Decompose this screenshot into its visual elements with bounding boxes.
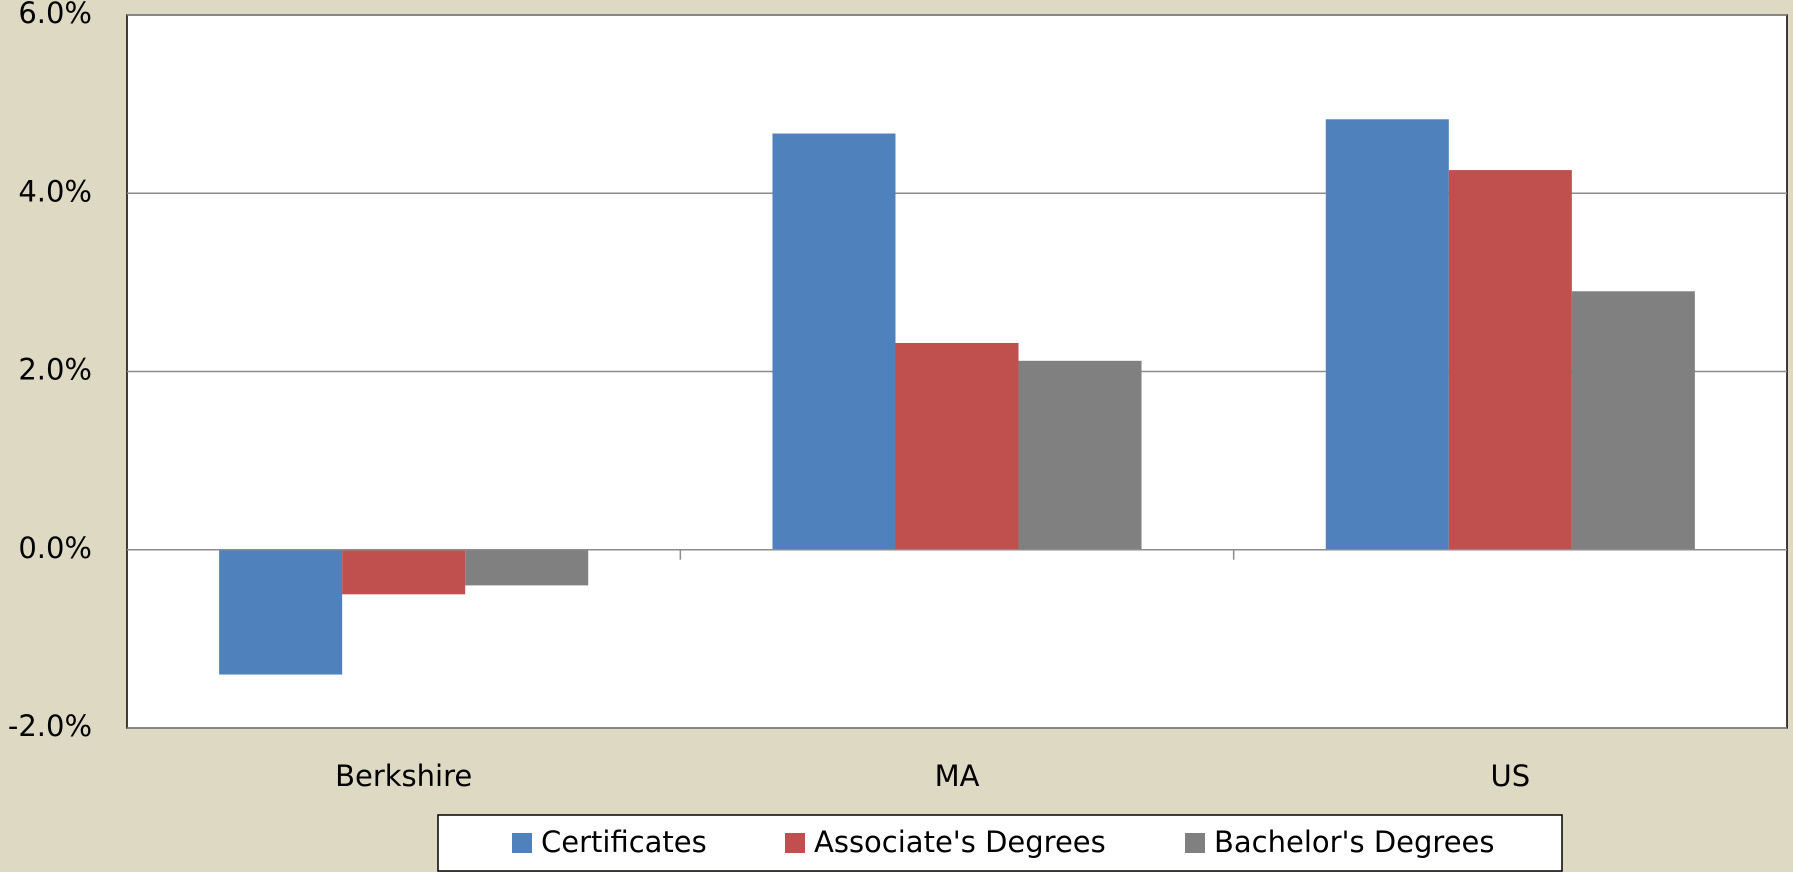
legend-label: Associate's Degrees bbox=[814, 825, 1106, 859]
bar bbox=[1325, 119, 1449, 550]
legend-swatch bbox=[785, 833, 805, 853]
bar bbox=[1448, 170, 1572, 550]
bar bbox=[1018, 360, 1142, 550]
legend-label: Bachelor's Degrees bbox=[1214, 825, 1495, 859]
bar bbox=[342, 549, 466, 595]
bar bbox=[895, 342, 1019, 550]
y-tick-label: 6.0% bbox=[18, 0, 92, 30]
y-tick-label: 4.0% bbox=[18, 174, 92, 208]
bar bbox=[772, 133, 896, 550]
y-tick-label: -2.0% bbox=[8, 709, 92, 743]
bar bbox=[219, 549, 343, 675]
legend-swatch bbox=[512, 833, 532, 853]
x-tick-label: Berkshire bbox=[335, 759, 472, 793]
bar bbox=[465, 549, 589, 586]
y-tick-label: 2.0% bbox=[18, 353, 92, 387]
bar bbox=[1571, 291, 1695, 550]
x-tick-label: US bbox=[1491, 759, 1531, 793]
legend-label: Certificates bbox=[541, 825, 707, 859]
y-tick-label: 0.0% bbox=[18, 531, 92, 565]
legend bbox=[437, 814, 1563, 872]
x-tick-label: MA bbox=[935, 759, 980, 793]
legend-swatch bbox=[1185, 833, 1205, 853]
